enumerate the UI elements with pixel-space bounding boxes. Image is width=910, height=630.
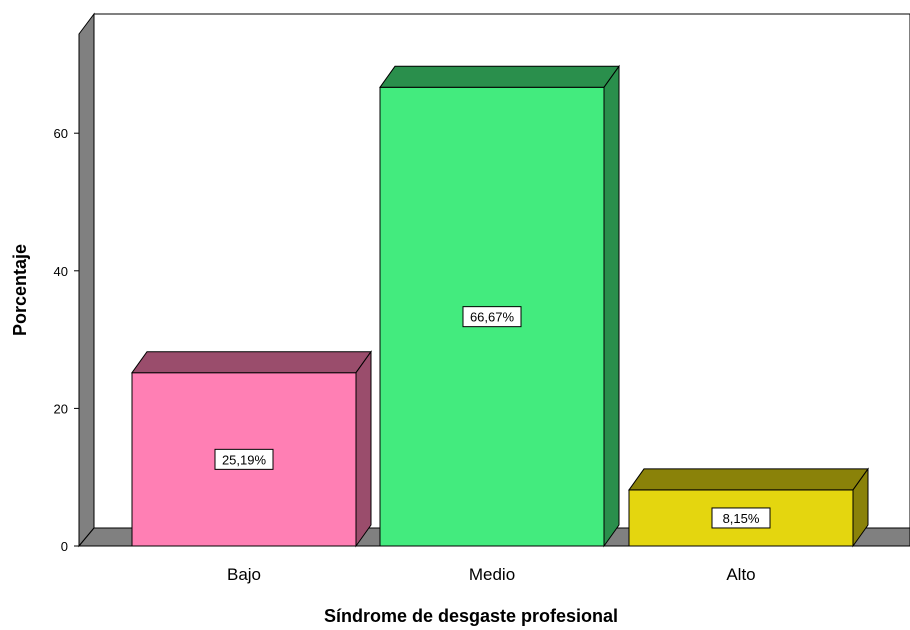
bar-side <box>603 64 620 548</box>
data-label: 66,67% <box>470 310 515 325</box>
data-label: 25,19% <box>222 452 267 467</box>
y-tick-label: 0 <box>61 539 68 554</box>
data-label-box <box>462 306 522 328</box>
data-label-box <box>711 507 771 529</box>
x-axis-title: Síndrome de desgaste profesional <box>324 606 618 626</box>
y-tick-label: 60 <box>54 126 68 141</box>
category-labels: Bajo Medio Alto <box>227 565 756 584</box>
category-label-medio: Medio <box>469 565 515 584</box>
y-tick-label: 40 <box>54 264 68 279</box>
bar-medio: 66,67% <box>379 64 620 548</box>
bar-side <box>355 350 372 548</box>
bar-top <box>131 351 372 374</box>
bar-top <box>379 65 620 88</box>
data-label: 8,15% <box>723 511 760 526</box>
category-label-alto: Alto <box>726 565 755 584</box>
left-wall <box>78 12 95 548</box>
category-label-bajo: Bajo <box>227 565 261 584</box>
y-axis-title: Porcentaje <box>10 244 30 336</box>
y-axis-ticks: 0 20 40 60 <box>54 126 79 554</box>
y-tick-label: 20 <box>54 401 68 416</box>
bars: 25,19% 66,67% 8,15% <box>131 64 869 548</box>
bar-side <box>852 467 869 548</box>
bar-bajo: 25,19% <box>131 350 372 548</box>
bar-alto: 8,15% <box>628 467 869 548</box>
bar-top <box>628 468 869 491</box>
data-label-box <box>214 448 274 470</box>
